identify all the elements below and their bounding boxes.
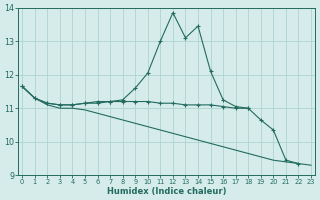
X-axis label: Humidex (Indice chaleur): Humidex (Indice chaleur) <box>107 187 226 196</box>
